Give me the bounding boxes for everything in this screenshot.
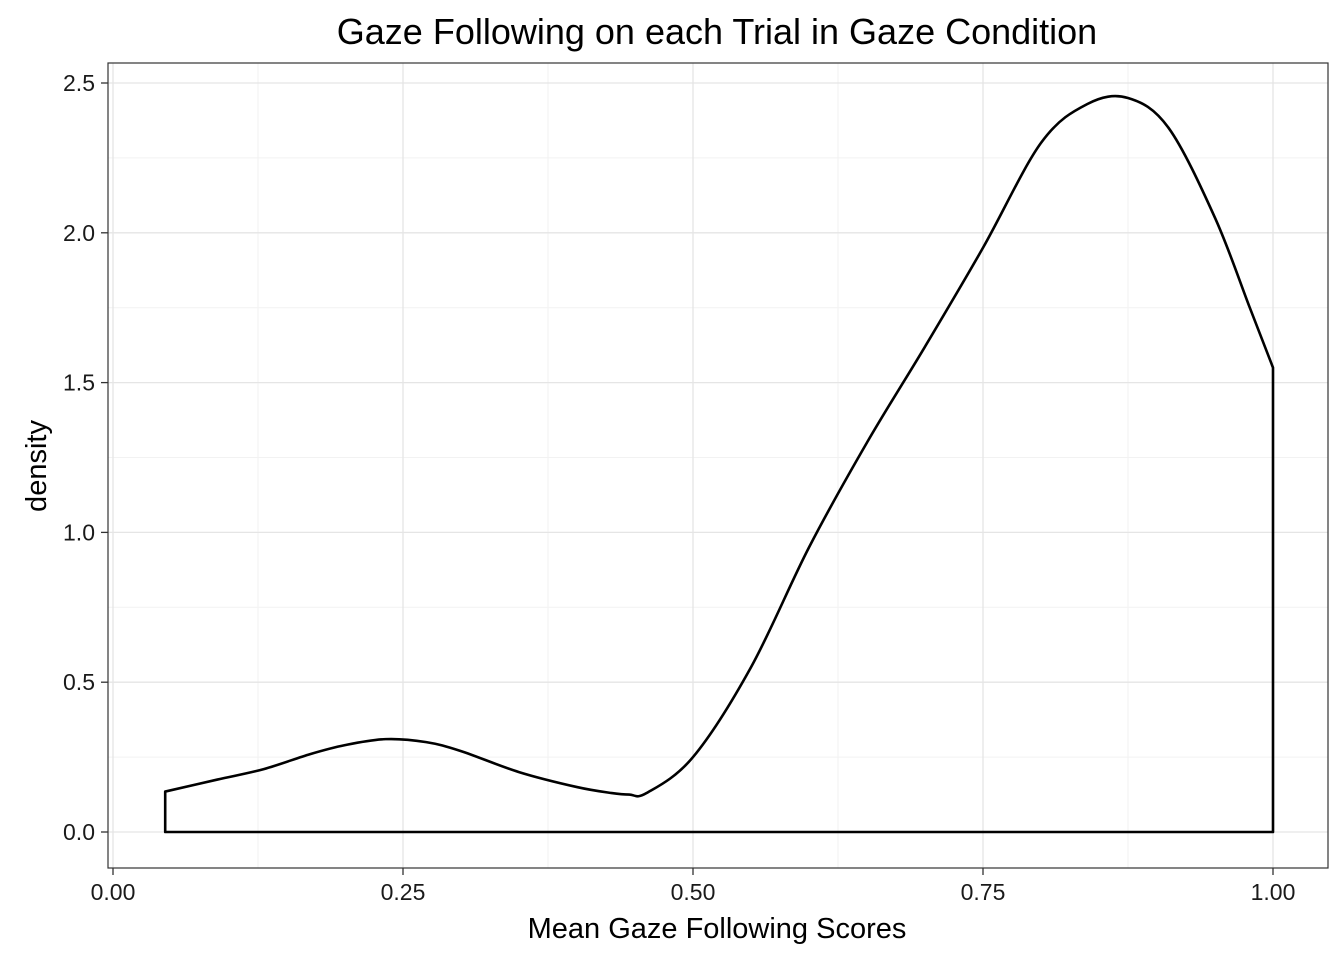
chart-title: Gaze Following on each Trial in Gaze Con… <box>337 11 1097 52</box>
x-axis: 0.00 0.25 0.50 0.75 1.00 <box>91 868 1296 905</box>
y-tick-label: 0.5 <box>63 669 95 695</box>
y-tick-label: 1.5 <box>63 370 95 396</box>
y-tick-label: 2.0 <box>63 220 95 246</box>
plot-panel <box>108 63 1328 868</box>
minor-gridlines <box>108 63 1328 868</box>
y-axis-title: density <box>21 420 53 512</box>
y-axis: 0.0 0.5 1.0 1.5 2.0 2.5 <box>63 70 108 845</box>
x-tick-label: 0.75 <box>961 879 1006 905</box>
x-tick-label: 1.00 <box>1251 879 1296 905</box>
x-tick-label: 0.00 <box>91 879 136 905</box>
y-tick-label: 0.0 <box>63 819 95 845</box>
x-axis-title: Mean Gaze Following Scores <box>528 913 907 945</box>
y-tick-label: 1.0 <box>63 519 95 545</box>
y-tick-label: 2.5 <box>63 70 95 96</box>
plot-panel-border <box>107 62 1329 869</box>
x-tick-label: 0.25 <box>381 879 426 905</box>
density-series <box>163 94 1275 834</box>
x-tick-label: 0.50 <box>671 879 716 905</box>
density-curve <box>163 94 1275 834</box>
